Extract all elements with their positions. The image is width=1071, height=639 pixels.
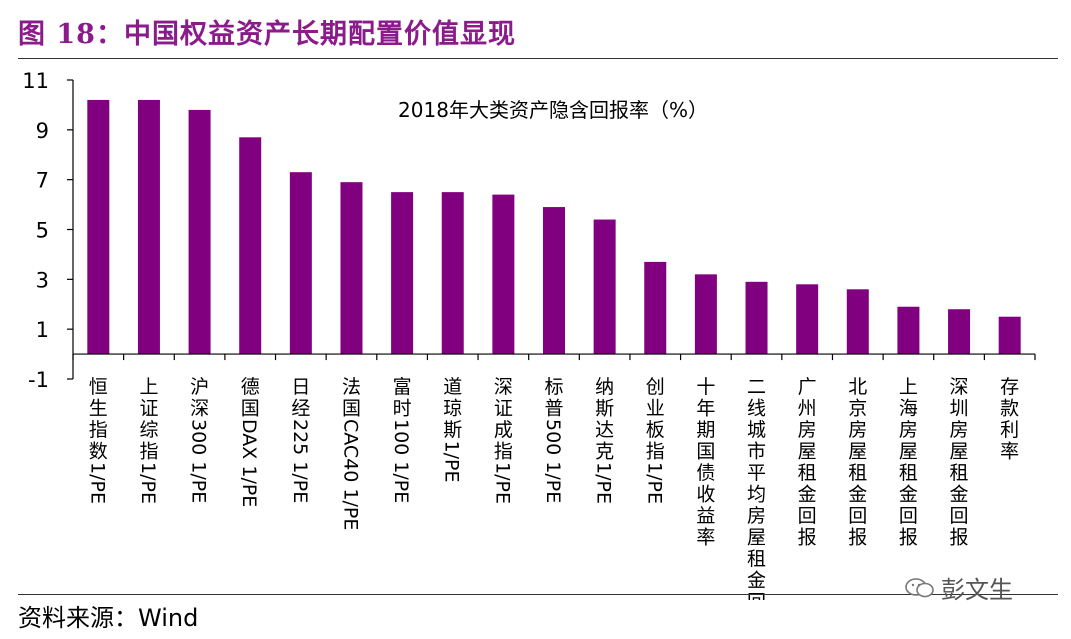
bar-16 [846,289,869,355]
x-tick-label: 德国 [241,376,260,420]
bar-7 [391,192,414,355]
bar-3 [188,109,211,355]
x-tick-label: 法国 [342,376,361,420]
x-tick-label: 广州房屋租金回报 [798,376,817,549]
x-tick-label: 恒生指数 [89,376,108,463]
x-tick-label: 道琼斯 [443,376,462,441]
source-note: 资料来源：Wind [18,604,199,632]
x-tick-label-part: 225 1/PE [289,419,311,503]
watermark-text: 彭文生 [941,576,1013,604]
x-tick-label-part: 500 1/PE [542,419,564,503]
x-tick-label-part: 1/PE [643,462,665,504]
bar-5 [289,172,312,355]
bar-1 [87,99,110,355]
x-tick-label-part: 1/PE [137,462,159,504]
x-tick-label-part: 300 1/PE [188,419,210,503]
top-rule [18,58,1058,59]
x-tick-label: 北京房屋租金回报 [848,376,867,549]
x-tick-label: 存款利率 [1000,376,1019,463]
bar-9 [492,194,515,355]
x-tick-label: 标普 [544,376,563,420]
x-tick-label: 深证成指 [494,376,513,463]
y-axis: -1 1 3 5 7 9 11 [22,69,74,392]
x-tick-label: 上证综指 [139,376,158,463]
x-tick-label: 富时 [393,376,412,420]
bar-11 [593,219,616,355]
x-tick-label: 创业板指 [646,376,665,463]
x-tick-label: 上海房屋租金回报 [899,376,918,549]
bar-2 [137,99,160,355]
x-tick-label-part: DAX 1/PE [238,419,260,507]
x-tick-label: 日经 [291,376,310,420]
y-tick-label: 11 [22,69,49,93]
bar-8 [441,192,464,355]
x-tick-label: 十年期国债收益率 [696,376,715,549]
x-tick-label-part: 1/PE [86,462,108,504]
y-tick-label: 5 [36,219,49,243]
x-tick-label-part: 100 1/PE [390,419,412,503]
bottom-rule [18,594,1058,595]
y-tick-label: 3 [36,268,49,292]
bars-group [87,99,1021,355]
x-tick-label-part: 1/PE [441,441,463,483]
bar-19 [998,316,1021,355]
x-tick-label: 沪深 [190,376,209,420]
watermark: 彭文生 [905,570,1013,605]
y-tick-label: 1 [36,318,49,342]
x-tick-label-part: 1/PE [491,462,513,504]
x-tick-label-part: 1/PE [593,462,615,504]
bar-12 [644,261,667,355]
bar-17 [897,306,920,355]
bar-13 [694,274,717,355]
x-tick-label: 深圳房屋租金回报 [950,376,969,549]
x-tick-label: 纳斯达克 [595,376,614,463]
bar-15 [796,284,819,355]
bar-4 [239,137,262,355]
y-tick-label: 9 [36,119,49,143]
y-tick-label: 7 [36,169,49,193]
wechat-icon [905,577,935,599]
chart-title: 2018年大类资产隐含回报率（%） [398,98,708,122]
bar-18 [948,309,971,355]
figure-title: 图 18：中国权益资产长期配置价值显现 [18,19,516,50]
bar-10 [543,207,565,355]
y-tick-label: -1 [28,368,49,392]
x-tick-label-part: CAC40 1/PE [339,419,361,530]
x-tick-label: 二线城市平均房屋租金回报 [747,376,766,600]
bar-6 [340,182,363,355]
bar-14 [745,281,768,355]
